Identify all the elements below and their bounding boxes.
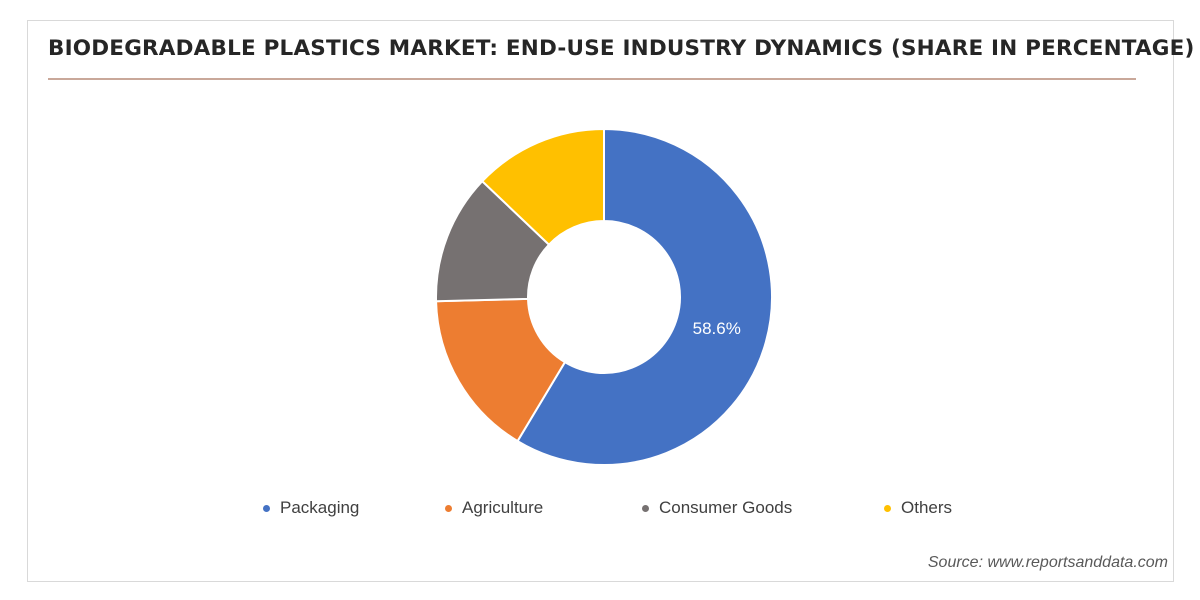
legend-label: Agriculture [462, 498, 544, 517]
chart-frame [27, 20, 1174, 582]
legend-item-consumer-goods: Consumer Goods [642, 498, 792, 518]
title-divider [48, 78, 1136, 80]
legend-swatch [642, 504, 649, 512]
legend-swatch [445, 504, 452, 512]
slice-agriculture [435, 297, 567, 443]
legend-label: Others [901, 498, 953, 517]
chart-legend: Packaging Agriculture Consumer Goods Others [0, 498, 1200, 522]
legend-label: Consumer Goods [659, 498, 793, 517]
legend-item-packaging: Packaging [263, 498, 359, 518]
slice-others [480, 127, 605, 247]
legend-label: Packaging [280, 498, 360, 517]
slice-packaging [516, 127, 773, 466]
data-label-packaging: 58.6% [693, 319, 741, 338]
legend-swatch [884, 504, 891, 512]
legend-item-others: Others [884, 498, 952, 518]
legend-swatch [263, 504, 270, 512]
source-note: Source: www.reportsanddata.com [927, 554, 1168, 571]
legend-item-agriculture: Agriculture [445, 498, 543, 518]
chart-title: BIODEGRADABLE PLASTICS MARKET: END-USE I… [48, 36, 1195, 61]
